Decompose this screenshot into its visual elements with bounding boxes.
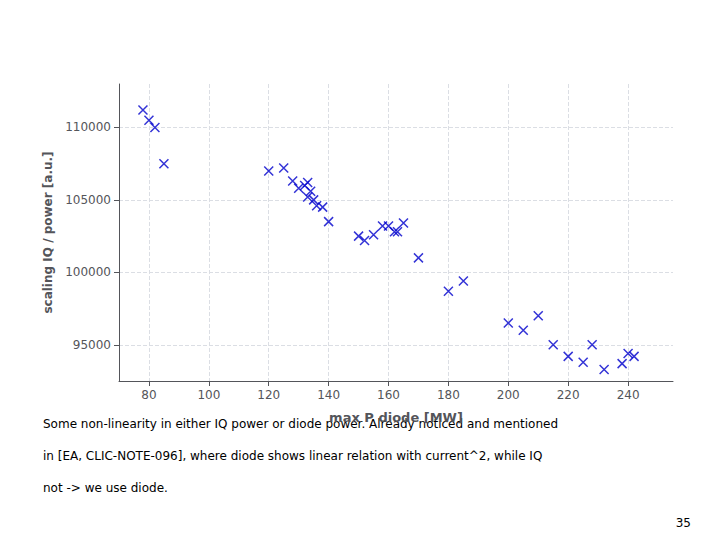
svg-text:max P diode [MW]: max P diode [MW]: [329, 410, 463, 425]
svg-text:95000: 95000: [73, 338, 111, 352]
svg-text:35: 35: [676, 516, 691, 530]
svg-text:110000: 110000: [65, 120, 111, 134]
svg-text:105000: 105000: [65, 193, 111, 207]
svg-text:160: 160: [377, 388, 400, 402]
svg-text:Some non-linearity in either I: Some non-linearity in either IQ power or…: [43, 417, 558, 431]
svg-text:80: 80: [141, 388, 156, 402]
svg-text:120: 120: [257, 388, 280, 402]
svg-text:100: 100: [197, 388, 220, 402]
svg-text:140: 140: [317, 388, 340, 402]
svg-text:scaling IQ / power [a.u.]: scaling IQ / power [a.u.]: [41, 151, 55, 313]
svg-text:in [EA, CLIC-NOTE-096], where: in [EA, CLIC-NOTE-096], where diode show…: [43, 449, 542, 463]
svg-text:100000: 100000: [65, 265, 111, 279]
svg-text:220: 220: [557, 388, 580, 402]
svg-text:not -> we use diode.: not -> we use diode.: [43, 481, 168, 495]
svg-text:200: 200: [497, 388, 520, 402]
svg-text:240: 240: [617, 388, 640, 402]
svg-text:180: 180: [437, 388, 460, 402]
